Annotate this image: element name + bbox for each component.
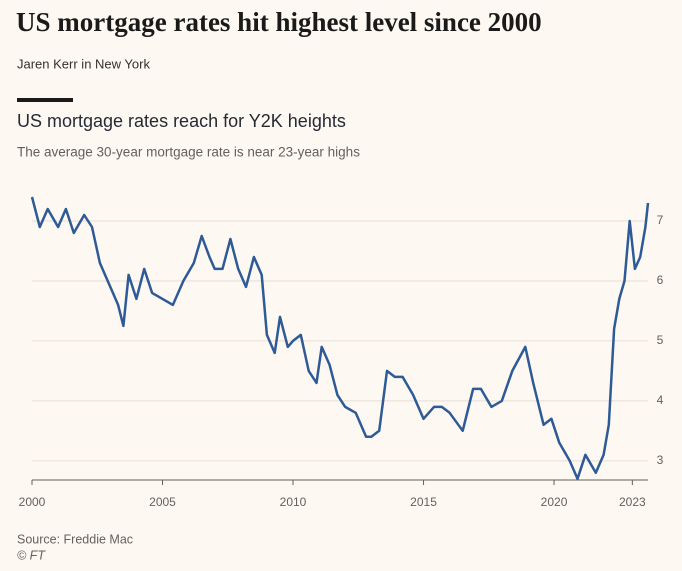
credit: © FT (17, 548, 46, 562)
x-tick-label: 2015 (410, 495, 437, 509)
x-tick-label: 2000 (19, 495, 46, 509)
data-line (30, 196, 650, 481)
x-tick-label: 2010 (280, 495, 307, 509)
x-tick-label: 2023 (619, 495, 646, 509)
byline: Jaren Kerr in New York (17, 56, 150, 71)
x-tick-label: 2005 (149, 495, 176, 509)
y-tick-label: 5 (657, 333, 664, 347)
x-tick-label: 2020 (541, 495, 568, 509)
chart-subtitle: The average 30-year mortgage rate is nea… (17, 145, 360, 160)
chart-title: US mortgage rates reach for Y2K heights (17, 111, 346, 131)
y-tick-label: 6 (657, 273, 664, 287)
y-tick-label: 3 (657, 453, 664, 467)
rule (17, 98, 73, 102)
headline: US mortgage rates hit highest level sinc… (16, 7, 542, 37)
source: Source: Freddie Mac (17, 532, 133, 546)
y-tick-label: 4 (657, 393, 664, 407)
y-tick-label: 7 (657, 213, 664, 227)
